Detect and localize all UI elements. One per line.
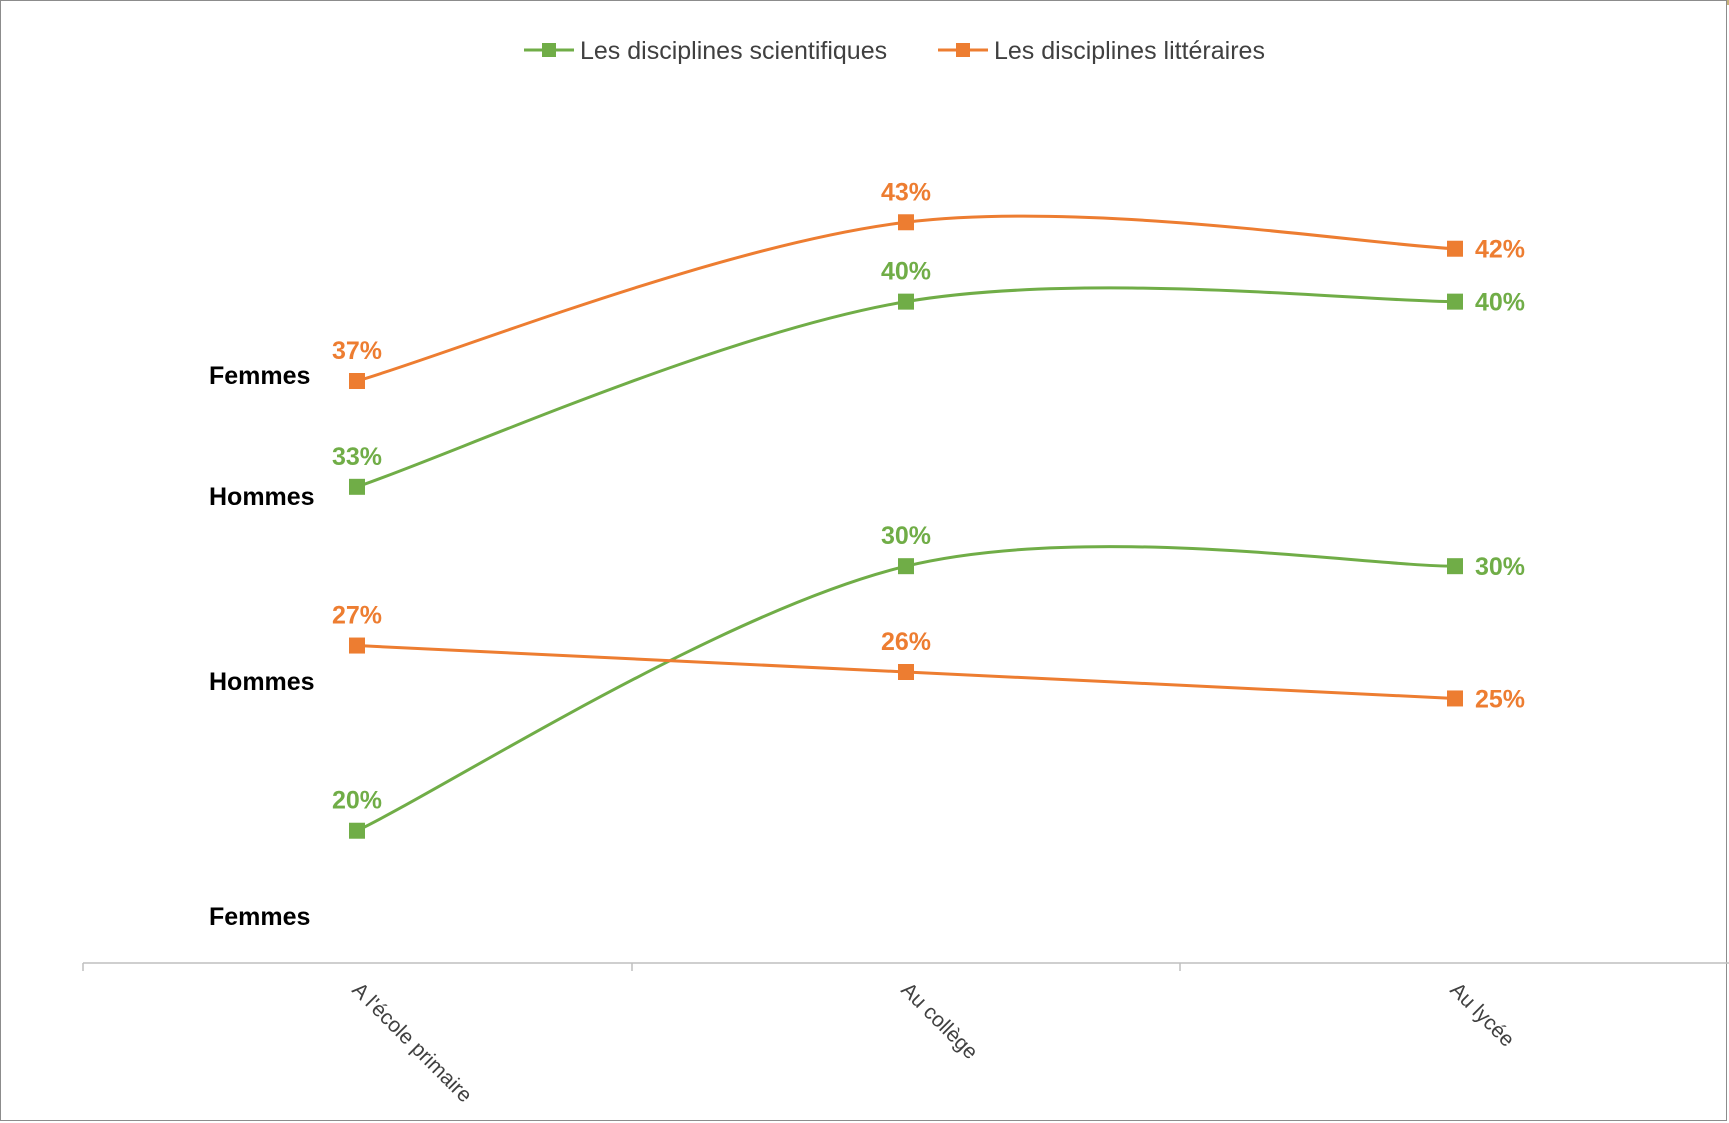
x-tick-label-2: Au lycée (1445, 978, 1518, 1051)
series-0-data-label-0: 37% (332, 337, 382, 365)
series-2-marker-1 (898, 558, 914, 575)
series-3-marker-1 (898, 664, 914, 680)
x-tick-label-0: A l'école primaire (347, 978, 476, 1107)
plot-area (349, 214, 1463, 839)
series-2-marker-2 (1447, 558, 1463, 575)
series-0-marker-0 (349, 373, 365, 389)
series-3-marker-0 (349, 637, 365, 654)
series-0-marker-2 (1447, 240, 1463, 257)
series-1-marker-0 (349, 478, 365, 495)
group-labels: Femmes Hommes Hommes Femmes (209, 362, 315, 931)
group-label-hommes-litteraires: Hommes (209, 668, 315, 696)
group-label-hommes-scientifiques: Hommes (209, 483, 315, 511)
series-2-data-label-1: 30% (881, 522, 931, 550)
series-1-marker-1 (898, 293, 914, 310)
series-0-data-label-2: 42% (1475, 236, 1525, 264)
series-1-data-label-2: 40% (1475, 289, 1525, 317)
series-2-data-label-2: 30% (1475, 553, 1525, 581)
series-3-data-label-2: 25% (1475, 685, 1525, 713)
data-labels: 37% 43% 42% 33% 40% 40% 20% 30% 30% 27% 26% 25% (332, 178, 1525, 814)
series-line-2 (356, 545, 1456, 833)
series-0-data-label-1: 43% (881, 178, 931, 206)
series-2-marker-0 (349, 822, 365, 839)
legend-item-litteraires: Les disciplines littéraires (938, 37, 1265, 65)
chart-legend: Les disciplines scientifiques Les discip… (524, 37, 1265, 65)
series-line-1 (356, 286, 1456, 489)
series-1-data-label-0: 33% (332, 443, 382, 471)
legend-item-scientifiques: Les disciplines scientifiques (524, 37, 887, 65)
series-3-data-label-1: 26% (881, 628, 931, 656)
legend-label-litteraires: Les disciplines littéraires (994, 37, 1265, 65)
series-1-data-label-1: 40% (881, 258, 931, 286)
x-tick-label-1: Au collège (896, 978, 982, 1064)
x-axis: A l'école primaire Au collège Au lycée (82, 962, 1729, 1107)
legend-marker-litteraires (956, 43, 970, 57)
series-2-data-label-0: 20% (332, 787, 382, 815)
series-3-marker-2 (1447, 690, 1463, 707)
legend-label-scientifiques: Les disciplines scientifiques (580, 37, 887, 65)
group-label-femmes-scientifiques: Femmes (209, 903, 310, 931)
legend-marker-scientifiques (542, 43, 556, 57)
series-1-marker-2 (1447, 293, 1463, 310)
series-3-data-label-0: 27% (332, 602, 382, 630)
series-0-marker-1 (898, 214, 914, 231)
group-label-femmes-litteraires: Femmes (209, 362, 310, 390)
